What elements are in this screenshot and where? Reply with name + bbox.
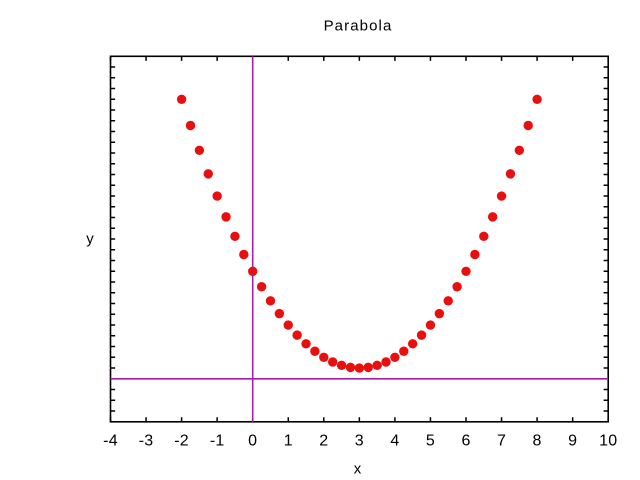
svg-text:-2: -2 bbox=[174, 433, 189, 450]
svg-text:-4: -4 bbox=[103, 433, 118, 450]
svg-text:3: 3 bbox=[355, 433, 364, 450]
svg-text:9: 9 bbox=[568, 433, 577, 450]
svg-text:y: y bbox=[86, 231, 94, 248]
svg-text:2: 2 bbox=[319, 433, 328, 450]
svg-text:Parabola: Parabola bbox=[324, 18, 393, 35]
svg-text:4: 4 bbox=[390, 433, 399, 450]
svg-text:7: 7 bbox=[497, 433, 506, 450]
svg-text:10: 10 bbox=[599, 433, 617, 450]
svg-text:0: 0 bbox=[248, 433, 257, 450]
svg-text:x: x bbox=[354, 461, 362, 478]
svg-text:8: 8 bbox=[533, 433, 542, 450]
svg-text:6: 6 bbox=[461, 433, 470, 450]
svg-text:1: 1 bbox=[284, 433, 293, 450]
svg-text:-1: -1 bbox=[210, 433, 225, 450]
svg-text:5: 5 bbox=[426, 433, 435, 450]
svg-text:-3: -3 bbox=[139, 433, 154, 450]
